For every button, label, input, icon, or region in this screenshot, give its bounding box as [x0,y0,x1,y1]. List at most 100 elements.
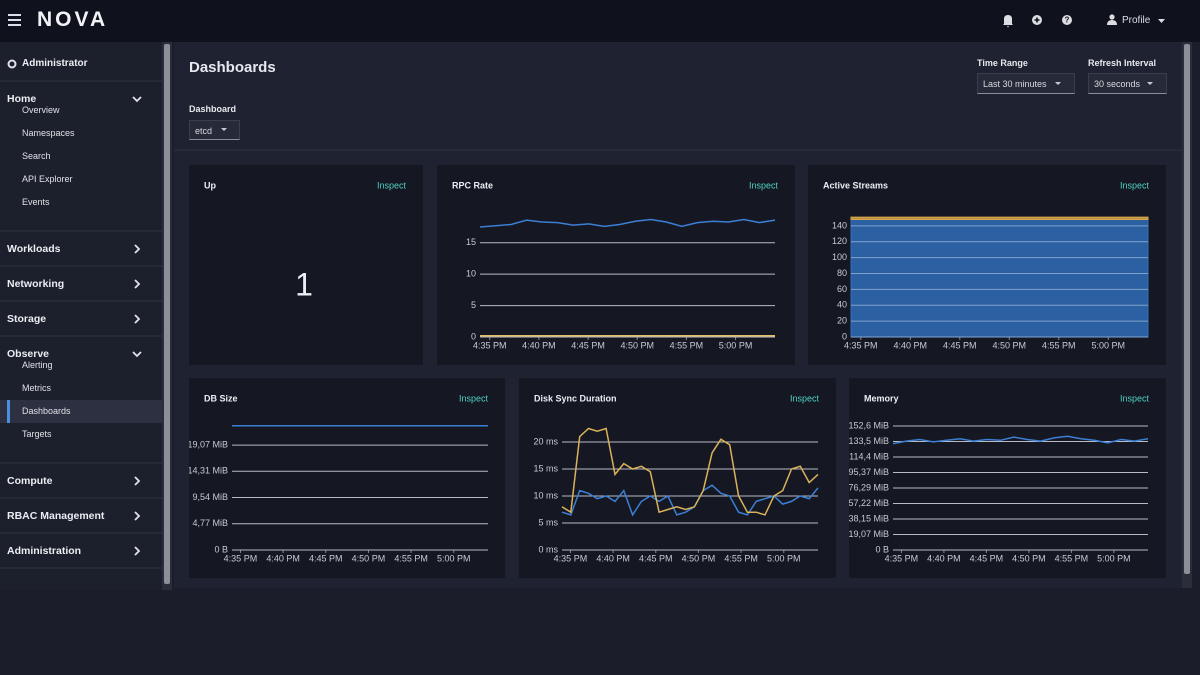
y-tick-label: 57,22 MiB [849,498,889,508]
page-title: Dashboards [189,59,276,76]
time-range-label: Time Range [977,58,1028,68]
nav-item[interactable]: Namespaces [22,128,75,138]
series-line [479,218,776,228]
nav-item[interactable]: Alerting [22,360,53,370]
nav-section[interactable]: Observe [7,348,50,360]
sidebar-icons [0,59,162,569]
inspect-link[interactable]: Inspect [1120,180,1150,190]
nav-item[interactable]: Search [22,151,51,161]
y-tick-label: 100 [832,252,847,262]
nav-item[interactable]: Targets [22,429,52,439]
nav-section[interactable]: Workloads [7,243,61,255]
refresh-select[interactable]: 30 seconds [1088,73,1167,94]
x-tick-label: 4:50 PM [620,340,654,350]
y-tick-label: 120 [832,236,847,246]
nav-section[interactable]: Networking [7,278,65,290]
x-tick-label: 4:40 PM [522,340,556,350]
profile-menu[interactable]: Profile [1122,15,1151,26]
x-tick-label: 4:55 PM [394,553,428,563]
inspect-link[interactable]: Inspect [459,393,489,403]
svg-text:?: ? [1065,16,1070,25]
nav-item[interactable]: Overview [22,105,60,115]
sidebar: Administrator Home Overview Namespaces Searc… [0,42,162,590]
x-tick-label: 4:55 PM [1042,340,1076,350]
nav-section[interactable]: Compute [7,475,53,487]
y-tick-label: 20 ms [533,436,558,446]
y-tick-label: 152,6 MiB [849,420,889,430]
header-icons: ? [1003,15,1072,28]
chevron [132,96,142,103]
y-tick-label: 0 B [214,544,228,554]
x-tick-label: 4:45 PM [970,553,1004,563]
sidebar-scrollbar [162,42,172,590]
panel-chart: RPC Rate Inspect 0 5 10 15 4:35 PM 4:40 PM 4:45 … [452,180,779,350]
x-tick-label: 5:00 PM [1097,553,1131,563]
bell-icon[interactable] [1003,15,1013,28]
active-highlight [0,400,162,423]
nav-item[interactable]: Dashboards [22,406,71,416]
x-tick-label: 4:35 PM [885,553,919,563]
x-tick-label: 4:45 PM [309,553,343,563]
y-tick-label: 40 [837,300,847,310]
role-label: Administrator [22,58,88,69]
x-tick-label: 4:35 PM [224,553,258,563]
y-tick-label: 19,07 MiB [189,439,228,449]
y-tick-label: 0 ms [538,544,558,554]
chevron [132,351,142,358]
nav-item[interactable]: Events [22,197,50,207]
panel-title: DB Size [204,393,238,403]
series-line [561,427,819,516]
inspect-link[interactable]: Inspect [377,180,407,190]
y-tick-label: 76,29 MiB [849,482,889,492]
x-tick-label: 5:00 PM [1092,340,1126,350]
chevron [134,511,141,521]
active-indicator [7,400,10,423]
chevron [134,314,141,324]
panel-chart: Up Inspect 1 [204,180,407,302]
y-tick-label: 15 [466,237,476,247]
inspect-link[interactable]: Inspect [790,393,820,403]
y-tick-label: 114,4 MiB [849,451,889,461]
panel-title: Disk Sync Duration [534,393,617,403]
y-tick-label: 19,07 MiB [849,529,889,539]
panel: RPC Rate Inspect 0 5 10 15 4:35 PM 4:40 PM 4:45 … [437,165,795,365]
panel: Up Inspect 1 [189,165,423,365]
y-tick-label: 80 [837,268,847,278]
help-icon[interactable] [1062,15,1072,25]
chevron [134,244,141,254]
y-tick-label: 10 [466,269,476,279]
dashboard-select[interactable]: etcd [189,120,240,140]
panel: Memory Inspect 0 B 19,07 MiB 38,15 MiB 57,22 … [849,378,1166,578]
y-tick-label: 140 [832,220,847,230]
x-tick-label: 4:40 PM [894,340,928,350]
panel-chart: DB Size Inspect 0 B 4,77 MiB 9,54 MiB 14,31 M… [189,393,489,563]
y-tick-label: 15 ms [533,463,558,473]
x-tick-label: 4:45 PM [571,340,605,350]
panel-title: Active Streams [823,180,888,190]
nav-section[interactable]: Storage [7,313,47,325]
x-tick-label: 4:55 PM [670,340,704,350]
y-tick-label: 95,37 MiB [849,467,889,477]
x-tick-label: 4:50 PM [1012,553,1046,563]
time-range-select[interactable]: Last 30 minutes [977,73,1075,94]
nav-item[interactable]: API Explorer [22,174,73,184]
y-tick-label: 0 [842,331,847,341]
y-tick-label: 0 B [875,544,889,554]
x-tick-label: 4:40 PM [927,553,961,563]
select-carets [174,82,1182,151]
y-tick-label: 133,5 MiB [849,436,889,446]
nav-section[interactable]: Administration [7,545,82,557]
nav-item[interactable]: Metrics [22,383,51,393]
chevron [134,279,141,289]
refresh-label: Refresh Interval [1088,58,1157,68]
series-line [892,435,1149,445]
x-tick-label: 4:45 PM [639,553,673,563]
menu-icon[interactable] [8,13,22,27]
nav-section[interactable]: Home [7,93,37,105]
panel: DB Size Inspect 0 B 4,77 MiB 9,54 MiB 14,31 M… [189,378,505,578]
inspect-link[interactable]: Inspect [1120,393,1150,403]
nav-section[interactable]: RBAC Management [7,510,105,522]
x-tick-label: 4:55 PM [1055,553,1089,563]
inspect-link[interactable]: Inspect [749,180,779,190]
